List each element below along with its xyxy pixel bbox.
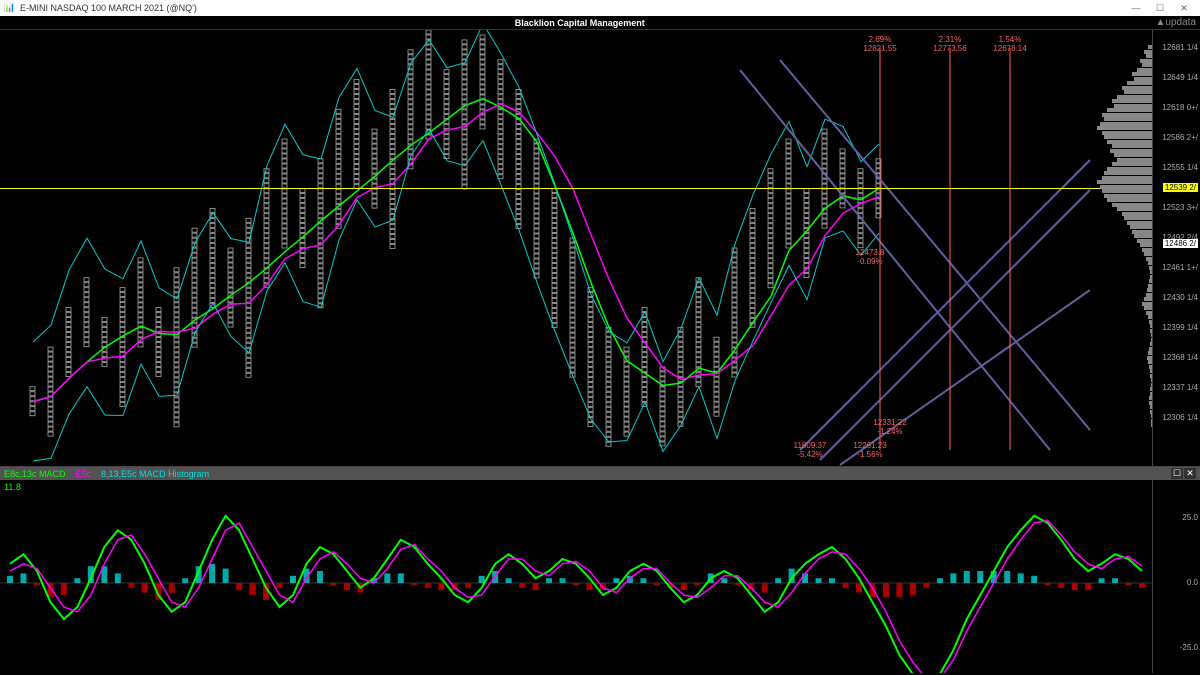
yaxis-label: 12618 0+/ (1162, 103, 1198, 112)
svg-text:-1.24%: -1.24% (877, 427, 902, 436)
yaxis-label: 12681 1/4 (1162, 43, 1198, 52)
close-button[interactable]: ✕ (1172, 3, 1196, 14)
macd-header: E8c,13c MACD E5c 8,13,E5c MACD Histogram… (0, 467, 1200, 480)
svg-text:12678.14: 12678.14 (993, 44, 1027, 53)
panel-close-icon[interactable]: ✕ (1184, 468, 1196, 479)
macd-panel: E8c,13c MACD E5c 8,13,E5c MACD Histogram… (0, 466, 1200, 672)
svg-text:-0.09%: -0.09% (857, 257, 882, 266)
panel-restore-icon[interactable]: ☐ (1171, 468, 1183, 479)
macd-label-2: E5c (76, 469, 92, 479)
app-header: Blacklion Capital Management ▲updata (0, 16, 1200, 30)
main-chart[interactable]: 2.69%12821.55 2.31%12773.56 1.54%12678.14 1… (0, 30, 1200, 466)
svg-text:-1.56%: -1.56% (857, 450, 882, 459)
window-titlebar: 📊 E-MINI NASDAQ 100 MARCH 2021 (@NQ') — … (0, 0, 1200, 16)
price-yaxis: 12681 1/4 12649 1/4 12618 0+/ 12586 2+/ 1255… (1152, 30, 1200, 466)
svg-text:2.69%: 2.69% (869, 35, 892, 44)
window-title: E-MINI NASDAQ 100 MARCH 2021 (@NQ') (20, 3, 197, 13)
yaxis-label: 12306 1/4 (1162, 413, 1198, 422)
macd-label-3: 8,13,E5c MACD Histogram (101, 469, 209, 479)
yaxis-label: 12555 1/4 (1162, 163, 1198, 172)
macd-yaxis: 25.00.0-25.0 (1152, 480, 1200, 673)
maximize-button[interactable]: ☐ (1148, 3, 1172, 14)
svg-text:12773.56: 12773.56 (933, 44, 967, 53)
macd-svg (0, 480, 1152, 673)
svg-text:12821.55: 12821.55 (863, 44, 897, 53)
yaxis-label: 12539 2/ (1163, 183, 1198, 192)
macd-label-1: E8c,13c MACD (4, 469, 66, 479)
volume-profile (1092, 30, 1152, 466)
minimize-button[interactable]: — (1124, 3, 1148, 13)
yaxis-label: 12523 3+/ (1162, 203, 1198, 212)
svg-text:11809.37: 11809.37 (794, 441, 827, 450)
yaxis-label: 12586 2+/ (1162, 133, 1198, 142)
yaxis-label: 12461 1+/ (1162, 263, 1198, 272)
app-icon: 📊 (4, 2, 16, 14)
svg-text:-5.42%: -5.42% (797, 450, 822, 459)
company-title: Blacklion Capital Management (4, 18, 1156, 28)
yaxis-label: 12486 2/ (1163, 239, 1198, 248)
brand-label: ▲updata (1156, 17, 1196, 28)
macd-chart[interactable] (0, 480, 1152, 673)
svg-text:12331.22: 12331.22 (873, 418, 907, 427)
yaxis-label: 12368 1/4 (1162, 353, 1198, 362)
svg-text:2.31%: 2.31% (939, 35, 962, 44)
price-chart-svg: 2.69%12821.55 2.31%12773.56 1.54%12678.14 1… (0, 30, 1092, 466)
yaxis-label: 12399 1/4 (1162, 323, 1198, 332)
svg-text:1.54%: 1.54% (999, 35, 1022, 44)
yaxis-label: 12337 1/4 (1162, 383, 1198, 392)
yaxis-label: 12649 1/4 (1162, 73, 1198, 82)
svg-text:12261.23: 12261.23 (853, 441, 887, 450)
svg-text:12473.8: 12473.8 (856, 248, 885, 257)
yaxis-label: 12430 1/4 (1162, 293, 1198, 302)
current-price-line (0, 188, 1152, 189)
